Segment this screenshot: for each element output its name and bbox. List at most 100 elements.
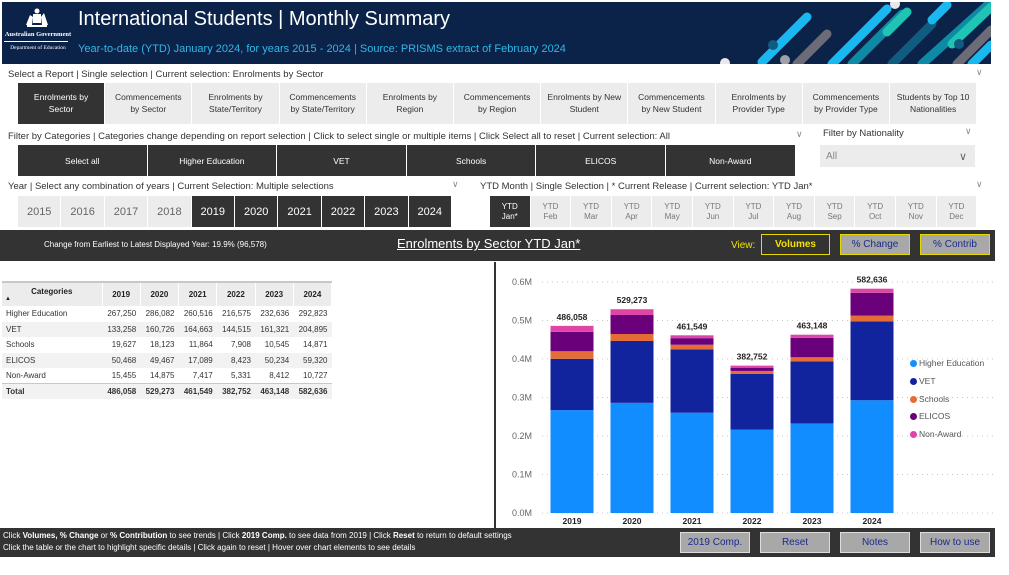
month-tile[interactable]: YTD Apr	[611, 196, 653, 227]
year-tile[interactable]: 2019	[191, 196, 235, 227]
volumes-button[interactable]: Volumes	[761, 234, 830, 255]
value-cell[interactable]: 14,875	[150, 371, 175, 380]
value-cell[interactable]: 10,727	[303, 371, 328, 380]
value-cell[interactable]: 50,234	[255, 352, 294, 368]
value-cell[interactable]: 144,515	[216, 321, 255, 337]
value-cell[interactable]: 164,663	[178, 321, 217, 337]
column-header-year[interactable]: 2019	[102, 281, 141, 306]
column-header-year[interactable]: 2022	[216, 281, 256, 306]
legend-item[interactable]: Higher Education	[910, 358, 984, 368]
chevron-down-icon[interactable]: ∨	[965, 126, 972, 136]
bar-segment-vet[interactable]	[550, 358, 594, 411]
legend-item[interactable]: Non-Award	[910, 429, 961, 439]
value-cell[interactable]: 7,908	[230, 340, 251, 350]
category-button[interactable]: Higher Education	[147, 145, 278, 176]
bar-segment-schools[interactable]	[610, 334, 654, 341]
total-value-cell[interactable]: 463,148	[255, 383, 294, 399]
month-tile[interactable]: YTD Dec	[936, 196, 978, 227]
bar-segment-higher-education[interactable]	[610, 402, 654, 513]
table-row[interactable]: VET 133,258 160,726 164,663 144,515 161,321 20…	[2, 321, 332, 337]
column-header-year[interactable]: 2024	[293, 281, 333, 306]
value-cell[interactable]: 5,331	[230, 371, 251, 380]
value-cell[interactable]: 18,123	[150, 340, 175, 350]
row-category-cell[interactable]: Schools	[6, 340, 35, 350]
month-tile[interactable]: YTD Mar	[571, 196, 612, 227]
year-tile[interactable]: 2024	[408, 196, 452, 227]
bar-segment-higher-education[interactable]	[790, 423, 834, 513]
report-tile[interactable]: Commencements by New Student	[628, 83, 716, 124]
legend-item[interactable]: VET	[910, 376, 936, 386]
value-cell[interactable]: 160,726	[140, 321, 179, 337]
value-cell[interactable]: 286,082	[145, 309, 175, 319]
report-tile[interactable]: Commencements by Sector	[105, 83, 193, 124]
value-cell[interactable]: 10,545	[264, 340, 290, 350]
bar-segment-elicos[interactable]	[850, 292, 894, 316]
value-cell[interactable]: 49,467	[140, 352, 179, 368]
bar-segment-vet[interactable]	[730, 373, 774, 430]
total-value-cell[interactable]: 529,273	[140, 383, 179, 399]
month-tile[interactable]: YTD Oct	[855, 196, 896, 227]
bar-segment-vet[interactable]	[790, 361, 834, 424]
year-tile[interactable]: 2022	[321, 196, 366, 227]
total-label-cell[interactable]: Total	[2, 383, 102, 399]
bar-segment-schools[interactable]	[850, 315, 894, 322]
chevron-down-icon[interactable]: ∨	[452, 179, 459, 189]
table-row[interactable]: ELICOS 50,468 49,467 17,089 8,423 50,234 59,32…	[2, 352, 332, 368]
value-cell[interactable]: 15,455	[111, 371, 137, 380]
legend-item[interactable]: ELICOS	[910, 411, 950, 421]
month-tile[interactable]: YTD Sep	[814, 196, 856, 227]
bar-segment-vet[interactable]	[670, 349, 714, 413]
bar-segment-vet[interactable]	[610, 340, 654, 403]
bar-segment-elicos[interactable]	[790, 337, 834, 358]
chevron-down-icon[interactable]: ∨	[796, 129, 803, 139]
value-cell[interactable]: 17,089	[178, 352, 217, 368]
bar-segment-non-award[interactable]	[610, 309, 654, 315]
legend-item[interactable]: Schools	[910, 394, 949, 404]
table-row[interactable]: Non-Award 15,455 14,875 7,417 5,331 8,412 10,7…	[2, 368, 332, 384]
year-tile[interactable]: 2021	[278, 196, 322, 227]
notes-button[interactable]: Notes	[840, 532, 910, 553]
bar-segment-higher-education[interactable]	[850, 400, 894, 513]
category-button[interactable]: Non-Award	[666, 145, 796, 176]
row-category-cell[interactable]: Higher Education	[6, 309, 68, 319]
category-button[interactable]: Schools	[406, 145, 537, 176]
report-tile[interactable]: Enrolments by Provider Type	[715, 83, 803, 124]
report-tile[interactable]: Commencements by State/Territory	[279, 83, 367, 124]
chevron-down-icon[interactable]: ∨	[976, 67, 983, 77]
bar-segment-schools[interactable]	[790, 357, 834, 362]
column-header-year[interactable]: 2021	[178, 281, 218, 306]
table-row[interactable]: Schools 19,627 18,123 11,864 7,908 10,545 14,8…	[2, 337, 332, 353]
how-to-use-button[interactable]: How to use	[920, 532, 990, 553]
bar-segment-schools[interactable]	[550, 351, 594, 359]
bar-segment-non-award[interactable]	[670, 335, 714, 339]
value-cell[interactable]: 292,823	[298, 309, 328, 319]
table-row[interactable]: Higher Education 267,250 286,082 260,516 216…	[2, 306, 332, 322]
percent-change-button[interactable]: % Change	[840, 234, 910, 255]
month-tile[interactable]: YTD Nov	[896, 196, 937, 227]
comp-2019-button[interactable]: 2019 Comp.	[680, 532, 750, 553]
year-tile[interactable]: 2016	[61, 196, 105, 227]
value-cell[interactable]: 204,895	[293, 321, 332, 337]
value-cell[interactable]: 161,321	[255, 321, 294, 337]
percent-contrib-button[interactable]: % Contrib	[920, 234, 990, 255]
report-tile[interactable]: Students by Top 10 Nationalities	[890, 83, 978, 124]
value-cell[interactable]: 8,423	[216, 352, 255, 368]
report-tile[interactable]: Enrolments by New Student	[541, 83, 629, 124]
stacked-bar-chart[interactable]: 0.0M 0.1M 0.2M 0.3M 0.4M 0.5M 0.6M 486,058 2019 5…	[497, 263, 995, 528]
bar-segment-higher-education[interactable]	[550, 410, 594, 513]
category-button[interactable]: Select all	[18, 145, 148, 176]
bar-segment-higher-education[interactable]	[670, 412, 714, 513]
bar-segment-non-award[interactable]	[730, 365, 774, 368]
reset-button[interactable]: Reset	[760, 532, 830, 553]
bar-segment-schools[interactable]	[670, 344, 714, 350]
month-tile[interactable]: YTD Jun	[693, 196, 734, 227]
bar-segment-non-award[interactable]	[850, 288, 894, 293]
bar-segment-elicos[interactable]	[550, 331, 594, 352]
year-tile[interactable]: 2023	[365, 196, 409, 227]
row-category-cell[interactable]: ELICOS	[2, 352, 102, 368]
column-header-year[interactable]: 2023	[255, 281, 294, 306]
year-tile[interactable]: 2015	[18, 196, 62, 227]
bar-segment-vet[interactable]	[850, 321, 894, 401]
value-cell[interactable]: 216,575	[222, 309, 251, 319]
value-cell[interactable]: 133,258	[102, 321, 141, 337]
